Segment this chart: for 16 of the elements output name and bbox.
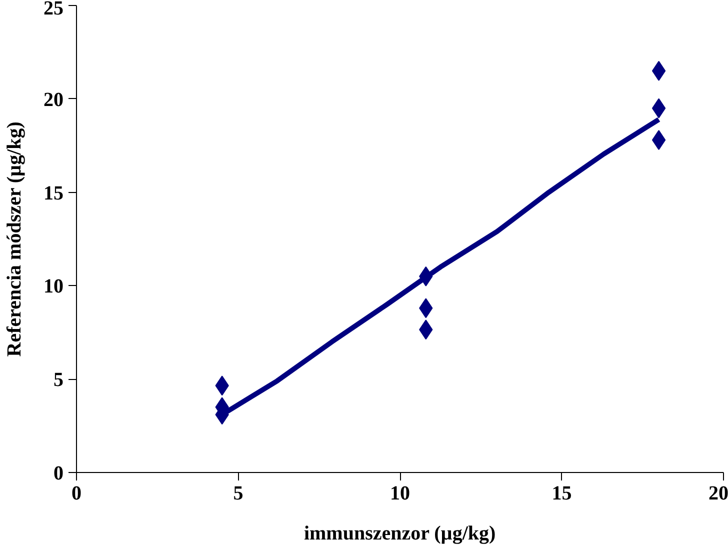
- x-tick-label: 0: [72, 482, 82, 504]
- y-tick-label: 15: [44, 182, 64, 204]
- x-tick-label: 20: [708, 482, 728, 504]
- y-tick-label: 0: [54, 462, 64, 484]
- x-tick-label: 5: [233, 482, 244, 504]
- y-tick-label: 10: [44, 276, 64, 298]
- y-axis-title: Referencia módszer (µg/kg): [4, 122, 26, 357]
- x-tick-label: 10: [390, 482, 410, 504]
- y-tick-label: 25: [44, 0, 64, 20]
- point: [652, 60, 666, 81]
- point: [652, 130, 666, 150]
- y-tick-label: 5: [54, 369, 64, 392]
- y-tick-label: 20: [44, 88, 64, 111]
- point: [652, 98, 666, 118]
- x-tick-label: 15: [552, 482, 572, 504]
- x-axis-title: immunszenzor (µg/kg): [304, 522, 496, 544]
